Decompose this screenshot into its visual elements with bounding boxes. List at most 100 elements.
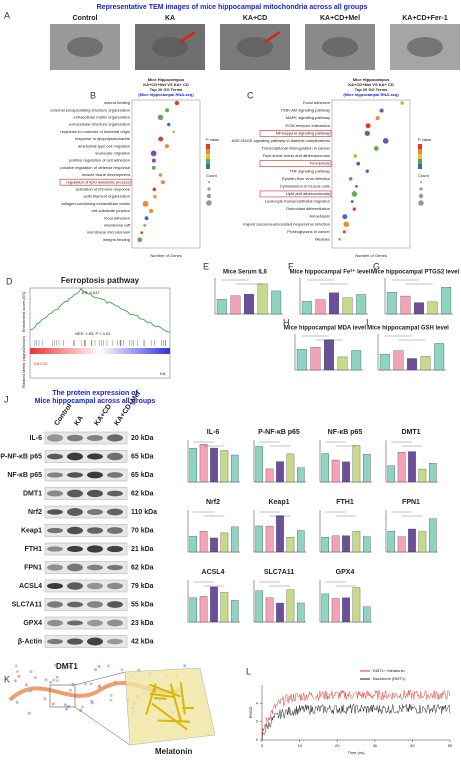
- label: Osteoclast differentiation: [286, 206, 330, 211]
- dot: [338, 238, 341, 241]
- bar: [210, 537, 218, 553]
- label: regulation of lipid metabolic process: [66, 179, 130, 184]
- label: Control: [73, 15, 98, 22]
- blot: [44, 542, 128, 556]
- label: P value: [206, 137, 220, 142]
- dot: [343, 221, 350, 228]
- label: G: [373, 261, 380, 271]
- ligand-bond: [151, 702, 188, 731]
- label: DMT1: [401, 429, 420, 436]
- label: Keap1: [268, 499, 289, 506]
- dot: [152, 187, 157, 192]
- bar: [297, 602, 305, 623]
- legend-dot: [207, 187, 211, 191]
- bar: [199, 531, 208, 553]
- label: Time (ns): [348, 750, 365, 755]
- label: 0: [261, 743, 264, 748]
- bar: [386, 292, 397, 315]
- label: Melatonin: [155, 747, 192, 756]
- blot: [44, 616, 128, 630]
- label: (Mice hippocampal RNA-seq): [138, 92, 194, 97]
- bar: [329, 292, 339, 315]
- bar: [429, 463, 437, 483]
- bar: [351, 350, 362, 371]
- label: H: [283, 317, 290, 327]
- mitochondrion: [322, 37, 358, 57]
- atom: [68, 688, 72, 692]
- label: 50: [448, 743, 453, 748]
- label: 20 kDa: [131, 435, 154, 442]
- legend-swatch: [418, 154, 422, 159]
- label: Mice hippocampal MDA level: [284, 326, 366, 332]
- bar: [231, 600, 239, 623]
- atom: [29, 670, 33, 674]
- label: ECM-receptor interaction: [286, 123, 330, 128]
- band: [87, 527, 103, 534]
- bar: [210, 586, 218, 623]
- band: [87, 489, 103, 498]
- label: SLC7A11: [12, 601, 42, 608]
- bar: [220, 532, 229, 553]
- band: [67, 452, 83, 461]
- label: Proteoglycans in cancer: [287, 229, 330, 234]
- bar: [331, 598, 340, 623]
- band: [87, 434, 103, 442]
- bar: [407, 358, 417, 371]
- dot: [352, 207, 356, 211]
- mitochondrion: [407, 37, 443, 57]
- dot: [356, 161, 361, 166]
- band: [47, 564, 63, 571]
- dot: [167, 122, 171, 127]
- legend-dot: [206, 193, 212, 199]
- bar: [324, 339, 334, 371]
- label: 55 kDa: [131, 601, 154, 608]
- bar: [397, 536, 406, 553]
- bar: [297, 530, 305, 553]
- atom: [80, 705, 84, 709]
- blot: [44, 505, 128, 519]
- band: [47, 527, 63, 534]
- label: 110 kDa: [131, 509, 157, 516]
- label: 65 kDa: [131, 453, 154, 460]
- dot: [350, 200, 354, 203]
- label: 62 kDa: [131, 490, 154, 497]
- label: Nrf2: [206, 499, 220, 506]
- bar: [286, 453, 295, 483]
- highlight-box: [259, 130, 332, 137]
- label: membrane microdomain: [87, 230, 130, 235]
- label: NF-κB p65: [7, 472, 42, 479]
- label: AGE-RAGE signaling pathway in diabetic c…: [232, 138, 331, 143]
- atom: [63, 703, 67, 707]
- band: [67, 620, 83, 626]
- label: 65 kDa: [131, 472, 154, 479]
- atom: [61, 663, 65, 667]
- bar: [342, 297, 353, 315]
- atom: [89, 682, 93, 686]
- dot: [353, 154, 358, 158]
- bar: [231, 526, 239, 553]
- bar: [363, 606, 371, 623]
- label: Transcriptional misregulation in cancer: [262, 146, 331, 151]
- plot-frame: [331, 99, 411, 249]
- label: F: [288, 261, 294, 271]
- dot: [151, 165, 156, 170]
- label: SLC7A11: [264, 569, 294, 576]
- label: Mice Hippocampus: [148, 77, 185, 82]
- label: NES: 1.83, P < 0.01: [75, 331, 111, 336]
- label: response to molecule of bacterial origin: [60, 129, 130, 134]
- atom: [71, 682, 75, 686]
- atom: [83, 682, 87, 686]
- label: 79 kDa: [131, 583, 154, 590]
- bar: [363, 536, 371, 553]
- bar: [363, 454, 371, 483]
- label: wound healing: [104, 100, 130, 105]
- label: 62 kDa: [131, 564, 154, 571]
- ligand-bond: [179, 682, 186, 715]
- band: [67, 545, 83, 553]
- bar: [216, 299, 227, 315]
- band: [47, 619, 63, 627]
- band: [67, 638, 83, 645]
- trace: [261, 689, 451, 741]
- label: extracellular matrix organization: [74, 114, 130, 119]
- label: 10: [297, 743, 302, 748]
